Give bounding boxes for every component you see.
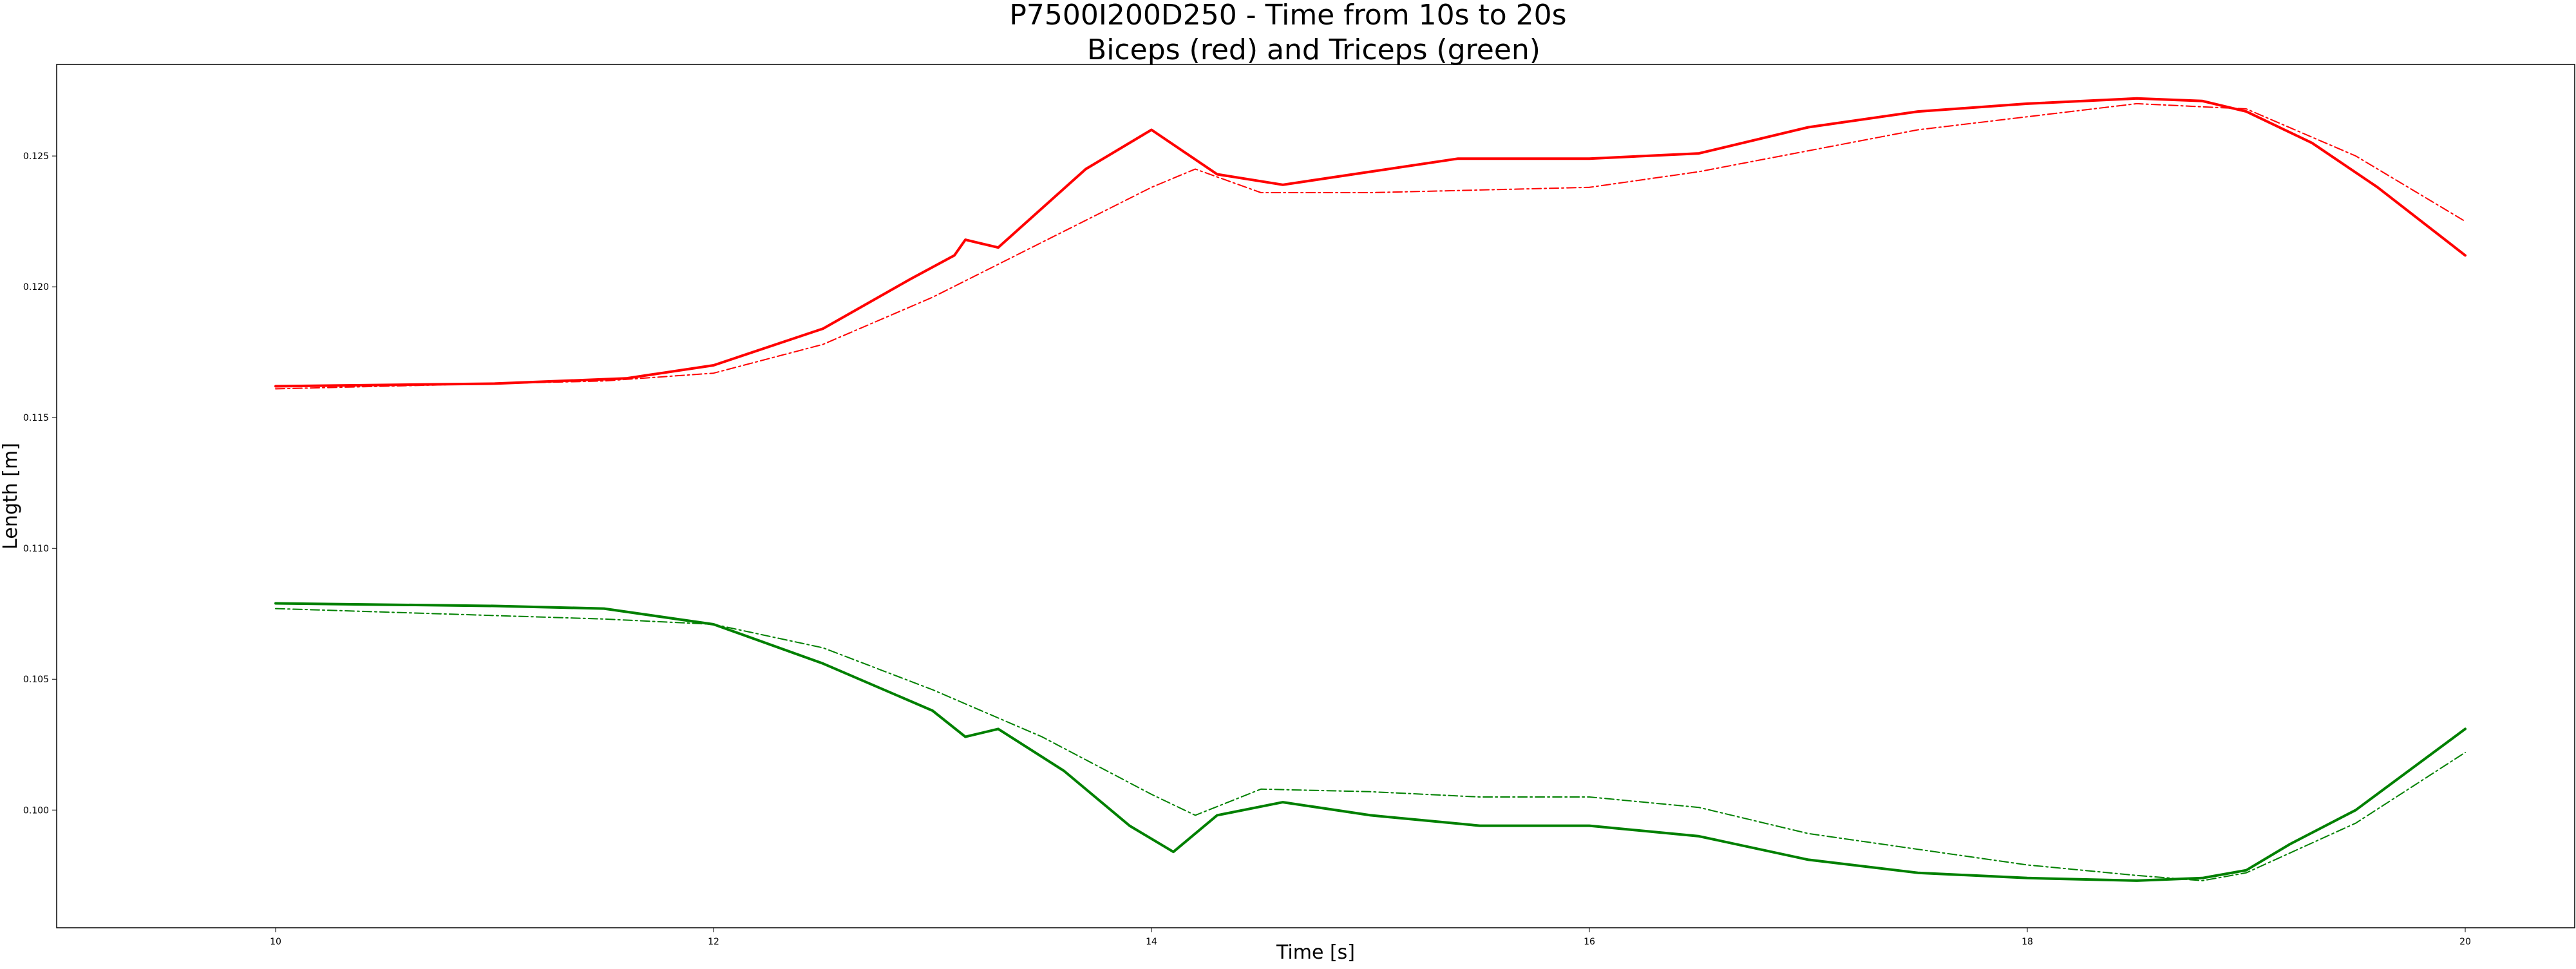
- y-tick-label: 0.105: [23, 675, 49, 685]
- series-line-2: [275, 102, 2466, 390]
- y-tick-label: 0.110: [23, 544, 49, 554]
- x-tick-label: 16: [1584, 937, 1595, 947]
- series-line-3: [274, 602, 2467, 882]
- x-tick-label: 12: [708, 937, 719, 947]
- series-line-4: [275, 608, 2466, 881]
- chart-subtitle: Biceps (red) and Triceps (green): [1087, 34, 1540, 66]
- x-tick-label: 18: [2022, 937, 2033, 947]
- chart-title: P7500I200D250 - Time from 10s to 20s: [1009, 0, 1566, 32]
- y-axis-ticks: 0.100 0.105 0.110 0.115 0.120 0.125: [23, 151, 57, 816]
- x-tick-label: 14: [1146, 937, 1157, 947]
- x-tick-label: 20: [2459, 937, 2471, 947]
- x-axis-ticks: 10 12 14 16 18 20: [270, 928, 2471, 947]
- x-tick-label: 10: [270, 937, 281, 947]
- y-axis-label: Length [m]: [0, 443, 22, 550]
- y-tick-label: 0.100: [23, 805, 49, 816]
- y-tick-label: 0.120: [23, 282, 49, 293]
- series-layer: [274, 97, 2467, 882]
- x-axis-label: Time [s]: [1276, 941, 1355, 964]
- y-tick-label: 0.125: [23, 151, 49, 162]
- y-tick-label: 0.115: [23, 413, 49, 423]
- plot-area-frame: [56, 64, 2575, 928]
- series-line-1: [274, 97, 2467, 388]
